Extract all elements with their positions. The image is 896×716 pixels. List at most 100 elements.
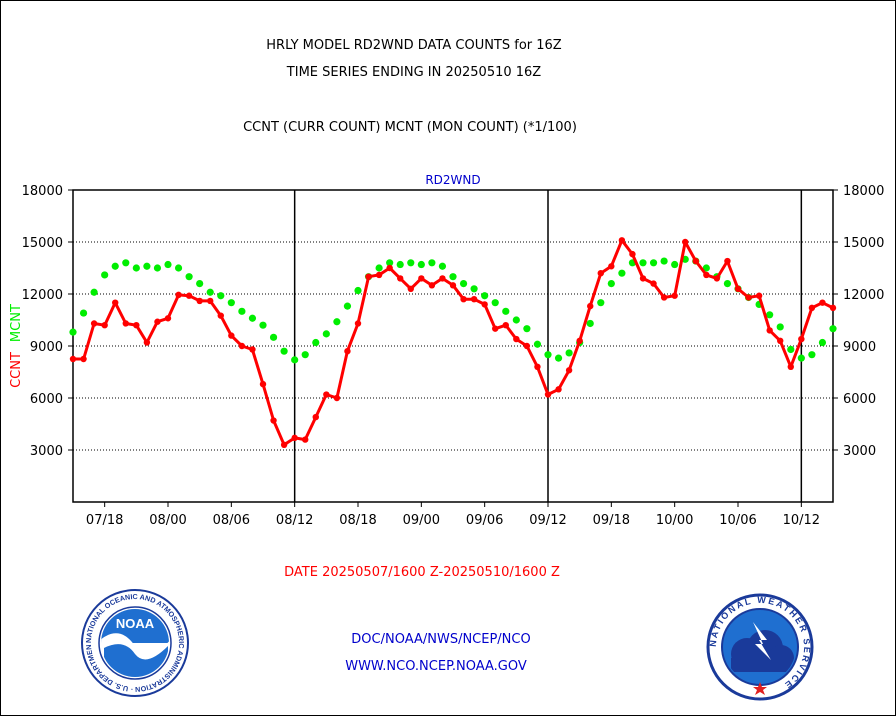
ccnt-point (587, 302, 594, 310)
mcnt-point (143, 262, 151, 270)
mcnt-point (818, 338, 827, 347)
y-axis-label: CCNT MCNT (9, 304, 24, 388)
ccnt-point (312, 413, 319, 421)
ccnt-point (228, 332, 235, 339)
y-axis-label-ccnt: CCNT (9, 352, 24, 388)
ccnt-point (755, 292, 763, 299)
x-tick-label: 10/06 (719, 513, 756, 528)
ccnt-point (397, 275, 404, 282)
ccnt-point (175, 291, 182, 299)
ccnt-point (703, 271, 710, 279)
mcnt-point (248, 314, 257, 322)
noaa-wordmark: NOAA (116, 616, 155, 631)
mcnt-point (407, 259, 415, 267)
ccnt-point (639, 275, 647, 282)
mcnt-point (101, 271, 109, 279)
ccnt-point (270, 417, 277, 424)
y-tick-label-left: 9000 (30, 340, 63, 355)
ccnt-point (798, 335, 805, 343)
ccnt-point (154, 318, 161, 325)
mcnt-point (343, 302, 352, 310)
mcnt-point (776, 323, 784, 331)
x-tick-label: 08/12 (276, 513, 313, 528)
mcnt-point (459, 280, 468, 288)
mcnt-point (132, 264, 140, 272)
mcnt-point (69, 328, 77, 336)
ccnt-point (143, 339, 151, 346)
mcnt-point (597, 299, 605, 307)
mcnt-point (291, 356, 299, 364)
mcnt-point (375, 264, 383, 272)
ccnt-point (576, 337, 583, 344)
ccnt-point (513, 335, 520, 343)
mcnt-point (660, 257, 668, 265)
ccnt-point (449, 282, 457, 289)
ccnt-point (502, 322, 509, 329)
mcnt-point (333, 318, 341, 326)
mcnt-point (787, 345, 795, 354)
y-tick-label-left: 18000 (22, 184, 63, 199)
mcnt-point (702, 264, 710, 272)
mcnt-point (797, 354, 805, 362)
footer-url-text[interactable]: WWW.NCO.NCEP.NOAA.GOV (345, 659, 527, 674)
mcnt-point (259, 321, 267, 329)
ccnt-point (344, 348, 351, 355)
mcnt-point (79, 309, 88, 317)
ccnt-point (565, 367, 573, 374)
mcnt-point (502, 307, 510, 315)
ccnt-point (555, 386, 562, 393)
ccnt-point (259, 380, 267, 388)
ccnt-point (745, 294, 752, 301)
mcnt-point (449, 273, 457, 281)
chart-subtitle: CCNT (CURR COUNT) MCNT (MON COUNT) (*1/1… (243, 120, 577, 135)
ccnt-point (217, 312, 224, 319)
ccnt-point (365, 273, 372, 280)
ccnt-point (777, 337, 784, 344)
y-tick-label-left: 12000 (22, 288, 63, 303)
y-tick-label-left: 6000 (30, 392, 63, 407)
ccnt-point (185, 292, 193, 299)
ccnt-point (734, 285, 742, 292)
mcnt-point (153, 264, 162, 272)
y-axis-label-mcnt: MCNT (9, 304, 24, 342)
mcnt-point (671, 260, 679, 269)
ccnt-point (523, 342, 531, 350)
mcnt-point (554, 354, 563, 362)
panel-title: RD2WND (425, 173, 480, 187)
ccnt-point (470, 296, 478, 303)
ccnt-point (460, 296, 467, 303)
x-tick-label: 09/00 (403, 513, 440, 528)
mcnt-point (808, 351, 816, 359)
y-tick-label-left: 3000 (30, 444, 63, 459)
ccnt-point (713, 275, 721, 282)
ccnt-point (418, 275, 425, 282)
mcnt-point (206, 288, 214, 296)
mcnt-point (512, 316, 520, 324)
mcnt-point (544, 351, 552, 359)
ccnt-point (787, 363, 794, 370)
mcnt-point (196, 280, 204, 288)
mcnt-point (122, 259, 130, 267)
date-range-label: DATE 20250507/1600 Z-20250510/1600 Z (284, 565, 560, 580)
mcnt-point (565, 349, 573, 357)
ccnt-point (766, 327, 773, 334)
mcnt-point (322, 330, 330, 338)
mcnt-point (238, 307, 246, 315)
ccnt-point (122, 320, 129, 327)
ccnt-point (407, 285, 414, 292)
ccnt-point (69, 355, 77, 363)
mcnt-point (649, 259, 658, 267)
mcnt-point (164, 260, 172, 269)
ccnt-point (196, 297, 203, 305)
y-tick-label-right: 3000 (843, 444, 876, 459)
ccnt-point (608, 263, 615, 270)
mcnt-point (111, 262, 119, 270)
ccnt-point (291, 434, 298, 442)
y-tick-label-right: 9000 (843, 340, 876, 355)
mcnt-point (312, 338, 320, 347)
ccnt-point (808, 304, 816, 312)
mcnt-point (417, 260, 425, 269)
noaa-logo: NATIONAL OCEANIC AND ATMOSPHERIC ADMINIS… (80, 588, 189, 697)
x-tick-label: 10/12 (783, 513, 820, 528)
